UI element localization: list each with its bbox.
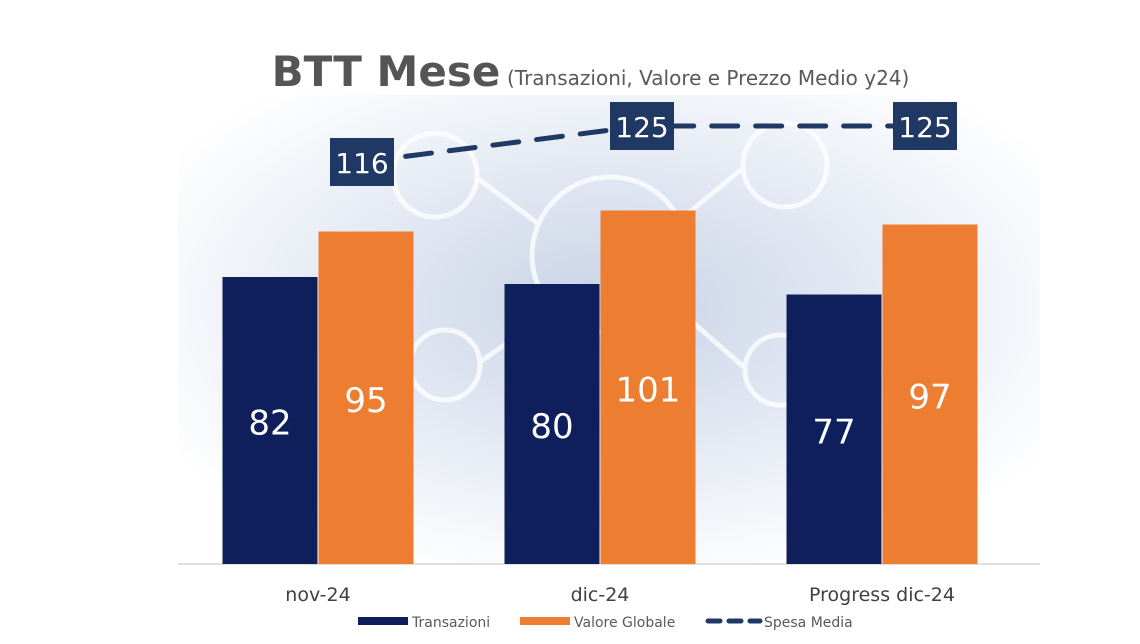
- x-tick-labels: nov-24 dic-24 Progress dic-24: [285, 584, 955, 606]
- bar-valore-globale-progress-dic-24: [882, 224, 978, 564]
- bars-layer: [222, 210, 978, 564]
- data-label-valore-globale-dic-24: 101: [616, 370, 681, 410]
- chart-subtitle: (Transazioni, Valore e Prezzo Medio y24): [507, 66, 909, 90]
- line-point-box-dic-24: [610, 102, 674, 150]
- bar-transazioni-dic-24: [504, 284, 600, 564]
- bar-valore-globale-dic-24: [600, 210, 696, 564]
- legend-swatch-transazioni: [358, 617, 408, 625]
- bg-connector-lines: [475, 166, 747, 370]
- bg-circle-topright: [740, 120, 830, 210]
- bar-transazioni-nov-24: [222, 277, 318, 564]
- x-tick-label-progress-dic-24: Progress dic-24: [809, 584, 955, 606]
- bar-transazioni-progress-dic-24: [786, 294, 882, 564]
- legend-label-spesa-media: Spesa Media: [764, 615, 853, 631]
- data-label-transazioni-progress-dic-24: 77: [812, 412, 855, 452]
- line-point-box-progress-dic-24: [893, 102, 957, 150]
- line-point-label-dic-24: 125: [615, 111, 668, 144]
- data-label-valore-globale-progress-dic-24: 97: [908, 377, 951, 417]
- chart-title: BTT Mese: [272, 47, 501, 96]
- legend-swatch-valore-globale: [520, 617, 570, 625]
- legend-label-transazioni: Transazioni: [411, 615, 490, 631]
- line-point-box-nov-24: [330, 138, 394, 186]
- line-layer: 116 125 125: [330, 102, 957, 186]
- data-label-transazioni-nov-24: 82: [248, 404, 291, 444]
- legend-label-valore-globale: Valore Globale: [574, 615, 675, 631]
- x-tick-label-dic-24: dic-24: [571, 584, 630, 606]
- data-label-transazioni-dic-24: 80: [530, 407, 573, 447]
- line-point-label-nov-24: 116: [335, 147, 388, 180]
- legend: Transazioni Valore Globale Spesa Media: [358, 615, 853, 631]
- x-tick-label-nov-24: nov-24: [285, 584, 350, 606]
- line-point-label-progress-dic-24: 125: [898, 111, 951, 144]
- data-label-valore-globale-nov-24: 95: [344, 381, 387, 421]
- labels-layer: 82 80 77 95 101 97: [248, 370, 951, 452]
- bar-valore-globale-nov-24: [318, 231, 414, 564]
